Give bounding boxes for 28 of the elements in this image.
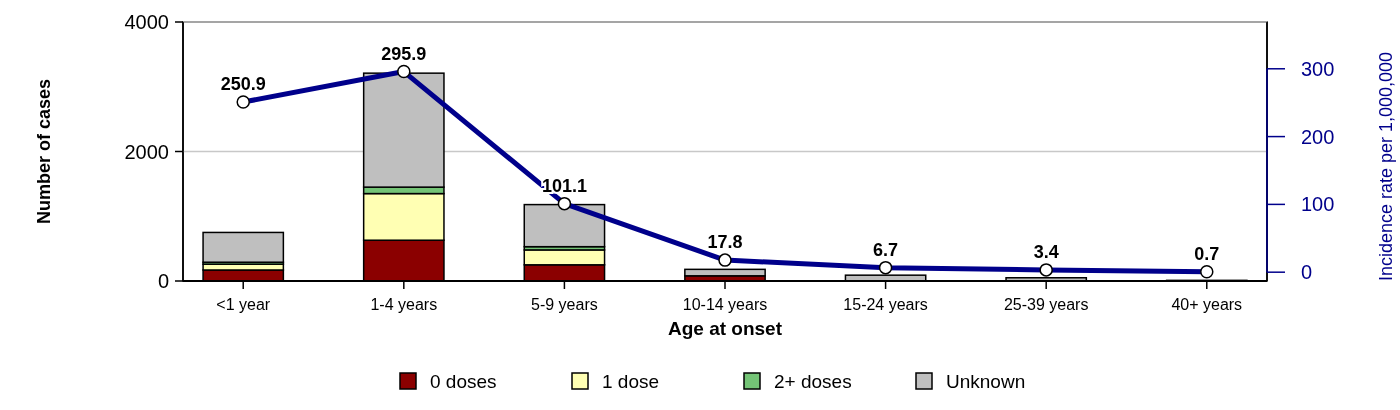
x-tick-label: 15-24 years bbox=[843, 296, 928, 313]
x-tick-label: 25-39 years bbox=[1003, 296, 1089, 313]
y2-tick-label: 300 bbox=[1301, 57, 1335, 80]
y2-tick-label: 0 bbox=[1301, 261, 1313, 284]
y2-axis-title: Incidence rate per 1,000,000 bbox=[1376, 51, 1396, 282]
y-axis-title: Number of cases bbox=[34, 78, 54, 225]
data-label: 6.7 bbox=[873, 239, 899, 260]
x-tick-label: 10-14 years bbox=[682, 296, 768, 313]
data-label: 0.7 bbox=[1194, 243, 1220, 264]
y-tick-label: 2000 bbox=[124, 140, 169, 163]
legend-label: 2+ doses bbox=[774, 370, 852, 392]
x-tick-label: 1-4 years bbox=[370, 296, 438, 313]
data-label: 17.8 bbox=[707, 232, 743, 253]
legend-label: Unknown bbox=[946, 370, 1026, 392]
data-label: 101.1 bbox=[541, 175, 587, 196]
data-label: 295.9 bbox=[381, 43, 427, 64]
x-tick-label: 40+ years bbox=[1171, 296, 1243, 313]
x-axis-title: Age at onset bbox=[667, 318, 783, 339]
data-label: 3.4 bbox=[1033, 241, 1059, 262]
legend-label: 1 dose bbox=[602, 370, 660, 392]
legend-label: 0 doses bbox=[430, 370, 497, 392]
y-tick-label: 0 bbox=[157, 270, 169, 292]
x-tick-label: <1 year bbox=[216, 296, 271, 313]
y2-tick-label: 100 bbox=[1301, 193, 1335, 216]
y2-tick-label: 200 bbox=[1301, 125, 1335, 148]
x-tick-label: 5-9 years bbox=[531, 296, 598, 313]
y-tick-label: 4000 bbox=[124, 11, 169, 33]
data-label: 250.9 bbox=[220, 74, 266, 95]
